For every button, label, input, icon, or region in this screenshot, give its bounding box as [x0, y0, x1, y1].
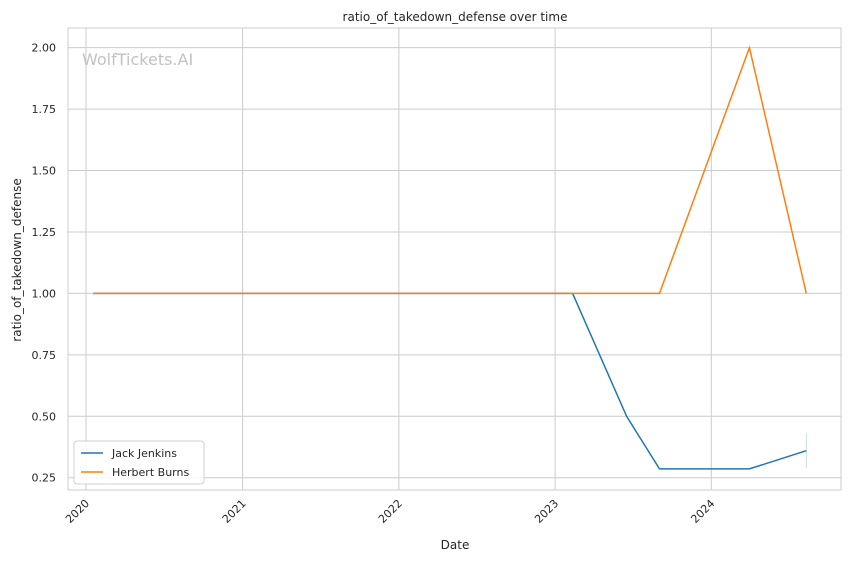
x-tick-label: 2024 [688, 497, 717, 526]
y-tick-label: 2.00 [32, 42, 57, 55]
grid [68, 28, 841, 490]
x-axis-title: Date [441, 538, 470, 552]
series-layer [93, 45, 808, 470]
chart-title: ratio_of_takedown_defense over time [343, 10, 568, 24]
y-tick-label: 0.25 [32, 472, 57, 485]
x-tick-label: 2020 [63, 497, 92, 526]
legend-box [73, 440, 205, 485]
legend-label-jack-jenkins: Jack Jenkins [111, 447, 177, 460]
y-tick-label: 0.50 [32, 410, 57, 423]
x-tick-labels: 2020 2021 2022 2023 2024 [63, 497, 717, 526]
y-tick-label: 1.00 [32, 287, 57, 300]
legend-label-herbert-burns: Herbert Burns [112, 466, 189, 479]
legend: Jack Jenkins Herbert Burns [73, 440, 205, 485]
y-axis-title: ratio_of_takedown_defense [10, 178, 24, 341]
x-tick-label: 2023 [532, 497, 561, 526]
y-tick-label: 1.75 [32, 103, 57, 116]
plot-area [67, 27, 842, 491]
watermark: WolfTickets.AI [82, 50, 193, 69]
x-tick-label: 2021 [220, 497, 249, 526]
y-tick-label: 0.75 [32, 349, 57, 362]
y-tick-labels: 0.25 0.50 0.75 1.00 1.25 1.50 1.75 2.00 [32, 42, 57, 485]
x-tick-label: 2022 [376, 497, 405, 526]
y-tick-label: 1.25 [32, 226, 57, 239]
y-tick-label: 1.50 [32, 165, 57, 178]
series-line-herbert-burns [93, 45, 808, 295]
